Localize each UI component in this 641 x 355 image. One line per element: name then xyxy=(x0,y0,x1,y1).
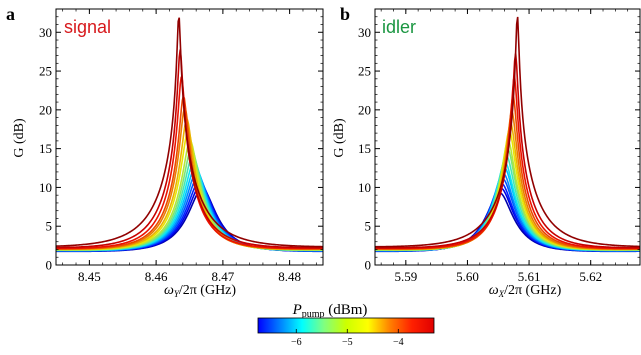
y-tick-label: 10 xyxy=(358,180,371,195)
y-tick-label: 15 xyxy=(358,141,371,156)
colorbar-gradient xyxy=(257,317,435,334)
x-tick-label: 5.62 xyxy=(579,269,602,284)
x-tick-label: 8.48 xyxy=(278,269,301,284)
y-tick-label: 20 xyxy=(358,102,371,117)
colorbar: Ppump (dBm) −6 −5 −4 xyxy=(257,302,435,348)
trace-line-b-1 xyxy=(375,187,641,252)
panel-a-letter: a xyxy=(6,4,15,24)
y-tick-label: 25 xyxy=(39,64,52,79)
panel-b-trace-label: idler xyxy=(382,17,416,37)
trace-line-b-3 xyxy=(375,178,641,252)
panel-a-trace-label: signal xyxy=(64,17,111,37)
y-tick-label: 0 xyxy=(365,258,372,273)
panel-b: b 5.59 5.60 5.61 5.62 0 5 10 15 20 25 30 idler G (… xyxy=(332,4,641,299)
colorbar-tick-label: −4 xyxy=(393,337,404,348)
y-tick-label: 25 xyxy=(358,64,371,79)
x-tick-label: 5.60 xyxy=(456,269,479,284)
x-tick-label: 8.47 xyxy=(212,269,235,284)
panel-a-ticks: 8.45 8.46 8.47 8.48 0 5 10 15 20 25 30 xyxy=(39,9,323,284)
y-tick-label: 20 xyxy=(39,102,52,117)
panel-a-frame xyxy=(55,8,324,266)
x-tick-label: 8.45 xyxy=(78,269,101,284)
trace-line-b-6 xyxy=(375,161,640,252)
panel-a-ylabel: G (dB) xyxy=(12,118,27,158)
colorbar-title: Ppump (dBm) xyxy=(292,302,368,320)
y-tick-label: 30 xyxy=(39,25,52,40)
panel-b-traces xyxy=(375,16,641,253)
panel-a: a 8.45 8.46 8.47 8.48 0 5 10 15 20 25 30 signal G … xyxy=(6,4,324,299)
x-tick-label: 5.59 xyxy=(394,269,417,284)
colorbar-tick-label: −5 xyxy=(342,337,353,348)
panel-a-xlabel: ωY/2π (GHz) xyxy=(164,283,236,299)
panel-b-letter: b xyxy=(340,4,350,24)
panel-a-traces xyxy=(56,17,323,253)
trace-line-b-0 xyxy=(375,192,641,253)
y-tick-label: 15 xyxy=(39,141,52,156)
y-tick-label: 5 xyxy=(46,219,53,234)
panel-b-xlabel: ωX/2π (GHz) xyxy=(489,283,562,299)
panel-b-ylabel: G (dB) xyxy=(332,118,347,158)
x-tick-label: 5.61 xyxy=(518,269,541,284)
trace-line-a-5 xyxy=(56,166,323,252)
colorbar-ticks: −6 −5 −4 xyxy=(291,329,404,348)
y-tick-label: 30 xyxy=(358,25,371,40)
y-tick-label: 5 xyxy=(365,219,372,234)
x-tick-label: 8.46 xyxy=(145,269,168,284)
trace-line-a-2 xyxy=(56,180,323,252)
panel-b-ticks: 5.59 5.60 5.61 5.62 0 5 10 15 20 25 30 xyxy=(358,9,641,284)
y-tick-label: 10 xyxy=(39,180,52,195)
trace-line-b-14 xyxy=(375,74,640,250)
trace-line-a-0 xyxy=(56,188,323,253)
y-tick-label: 0 xyxy=(46,258,53,273)
panel-b-frame xyxy=(374,8,641,266)
colorbar-tick-label: −6 xyxy=(291,337,302,348)
trace-line-a-16 xyxy=(56,17,323,248)
trace-line-b-2 xyxy=(375,182,640,252)
trace-line-b-16 xyxy=(375,16,641,248)
